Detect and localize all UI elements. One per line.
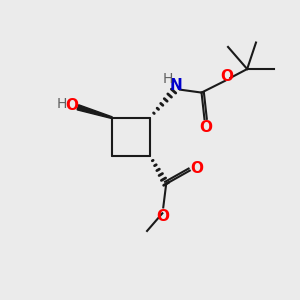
Text: H: H <box>56 98 67 111</box>
Text: O: O <box>65 98 79 113</box>
Text: O: O <box>190 161 204 176</box>
Text: O: O <box>156 209 169 224</box>
Text: O: O <box>220 70 234 85</box>
Text: H: H <box>163 72 173 86</box>
Polygon shape <box>77 105 112 118</box>
Text: O: O <box>200 119 212 134</box>
Text: N: N <box>169 78 182 93</box>
